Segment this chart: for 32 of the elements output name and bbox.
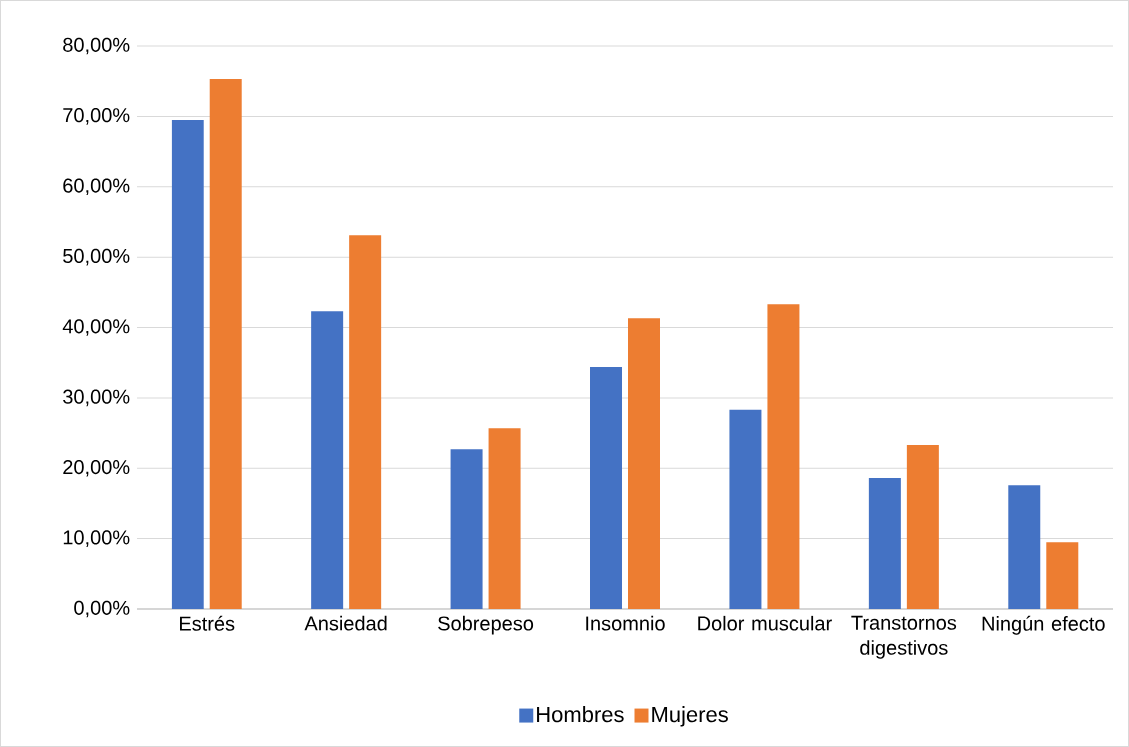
x-tick-label: Dolor muscular [698, 615, 832, 631]
x-tick-label: Ningún efecto [982, 615, 1105, 635]
bar [729, 409, 762, 609]
y-tick-label: 50,00% [63, 248, 130, 266]
y-tick-label: 30,00% [63, 389, 130, 407]
bar [450, 449, 483, 609]
bar [906, 445, 939, 609]
x-tick-label: Ansiedad [304, 615, 387, 631]
bar [349, 235, 382, 609]
bar [311, 311, 344, 609]
bar [171, 119, 204, 609]
bar [1046, 542, 1079, 609]
legend-label: Hombres [537, 706, 624, 723]
bar [590, 366, 622, 609]
x-tick-label: Insomnio [586, 615, 665, 631]
bar [868, 478, 901, 609]
y-tick-label: 0,00% [74, 600, 130, 618]
y-tick-label: 80,00% [63, 37, 130, 55]
y-tick-label: 40,00% [62, 319, 130, 336]
x-tick-label: Estrés [180, 615, 235, 631]
x-tick-label: Transtornos digestivos [851, 615, 957, 659]
bar [488, 428, 521, 609]
x-tick-label: Sobrepeso [438, 615, 534, 635]
bar [767, 304, 800, 609]
y-tick-label: 60,00% [63, 178, 130, 196]
bar [209, 79, 242, 609]
bar [1008, 485, 1041, 609]
y-tick-label: 20,00% [63, 460, 130, 477]
legend-label: Mujeres [652, 706, 728, 727]
y-tick-label: 10,00% [63, 530, 130, 547]
bar [628, 318, 660, 609]
y-tick-label: 70,00% [63, 108, 130, 125]
